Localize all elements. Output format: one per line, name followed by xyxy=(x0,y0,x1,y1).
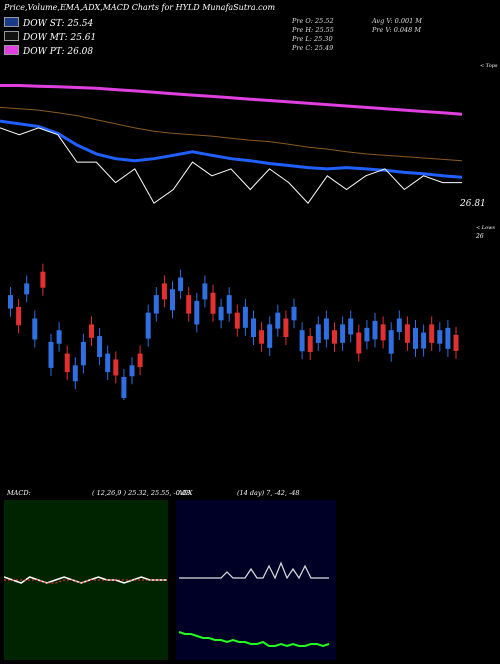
candle-body xyxy=(404,324,410,343)
candle-body xyxy=(226,295,232,314)
candle-body xyxy=(170,289,175,311)
legend-item-dow-st: DOW ST: 25.54 xyxy=(4,17,93,29)
candle-body xyxy=(372,320,378,340)
candle-body xyxy=(145,312,151,339)
tops-label: < Tops xyxy=(480,63,498,69)
candle-body xyxy=(194,300,200,325)
candle-body xyxy=(356,332,362,354)
price-label-main: 26.81 xyxy=(460,199,486,209)
candle-body xyxy=(348,318,354,335)
legend-item-dow-mt: DOW MT: 25.61 xyxy=(4,31,96,43)
macd-label: MACD: xyxy=(7,489,31,497)
candle-body xyxy=(259,330,265,344)
candle-body xyxy=(332,330,337,344)
candle-body xyxy=(129,365,135,377)
candle-body xyxy=(218,306,224,321)
quote-open: Pre O: 25.52 xyxy=(292,17,334,25)
candle-body xyxy=(16,306,22,326)
candle-body xyxy=(186,295,192,314)
adx-chart xyxy=(178,561,330,648)
candle-body xyxy=(429,324,435,343)
candle-body xyxy=(161,283,167,300)
candle-body xyxy=(113,359,119,376)
candle-body xyxy=(396,318,402,332)
candle-body xyxy=(178,277,184,292)
candle-body xyxy=(121,377,127,398)
macd-panel xyxy=(3,500,168,660)
chart-title: Price,Volume,EMA,ADX,MACD Charts for HYL… xyxy=(4,3,276,12)
candle-body xyxy=(307,336,313,353)
candle-body xyxy=(24,283,30,295)
candle-body xyxy=(388,330,394,354)
ema-series-line xyxy=(0,106,463,162)
legend-swatch-pt xyxy=(4,45,19,55)
candle-body xyxy=(315,324,321,343)
adx-params: (14 day) 7, -42, -48 xyxy=(237,489,300,497)
candle-body xyxy=(56,330,62,344)
ema-series-line xyxy=(0,127,462,204)
candle-body xyxy=(234,312,240,329)
candle-body xyxy=(153,295,159,314)
candle-body xyxy=(202,283,208,300)
quote-close: Pre C: 25.49 xyxy=(292,44,334,52)
candle-body xyxy=(299,330,305,352)
legend-label-st: DOW ST: 25.54 xyxy=(23,19,94,29)
legend-swatch-st xyxy=(4,17,19,27)
ema-series-line xyxy=(0,84,463,116)
candle-chart xyxy=(8,263,459,400)
candle-body xyxy=(323,318,329,340)
legend-label-mt: DOW MT: 25.61 xyxy=(23,33,97,43)
adx-line xyxy=(179,561,329,580)
legend-swatch-mt xyxy=(4,31,19,41)
lows-label: < Lows xyxy=(476,225,495,231)
candle-body xyxy=(105,353,111,373)
candle-body xyxy=(242,306,248,328)
candle-body xyxy=(267,324,273,348)
candle-body xyxy=(364,327,370,342)
candle-body xyxy=(445,327,451,349)
candle-body xyxy=(32,318,38,340)
candle-body xyxy=(40,271,46,288)
quote-high: Pre H: 25.55 xyxy=(292,26,334,34)
quote-low: Pre L: 25.30 xyxy=(292,35,333,43)
candle-body xyxy=(283,318,289,337)
candle-body xyxy=(64,353,70,373)
quote-avg-volume: Avg V: 0.001 M xyxy=(372,17,422,25)
candle-body xyxy=(72,365,78,382)
candle-body xyxy=(275,312,281,329)
legend-label-pt: DOW PT: 26.08 xyxy=(23,47,94,57)
candle-body xyxy=(437,330,443,344)
adx-label: ADX xyxy=(178,489,193,497)
candle-body xyxy=(251,318,256,337)
candle-body xyxy=(453,334,459,351)
legend-item-dow-pt: DOW PT: 26.08 xyxy=(4,45,93,57)
candle-body xyxy=(210,292,216,314)
candle-body xyxy=(340,324,346,343)
candle-body xyxy=(421,332,427,349)
candle-body xyxy=(413,327,418,349)
di-line xyxy=(178,631,330,648)
quote-pre-volume: Pre V: 0.048 M xyxy=(372,26,422,34)
macd-line xyxy=(4,579,167,584)
candle-body xyxy=(80,341,86,366)
ema-chart xyxy=(0,84,463,204)
macd-chart xyxy=(3,576,167,584)
candle-body xyxy=(97,336,103,358)
price-label-candle: 26 xyxy=(476,233,484,240)
candle-body xyxy=(48,341,54,368)
ema-series-line xyxy=(0,119,463,179)
adx-panel xyxy=(176,500,336,660)
candle-body xyxy=(8,295,13,309)
candle-body xyxy=(291,306,297,321)
candle-body xyxy=(89,324,94,338)
candle-body xyxy=(137,353,143,368)
macd-params: ( 12,26,9 ) 25.32, 25.55, -0.03 xyxy=(92,489,191,497)
candle-body xyxy=(380,324,386,341)
macd-line xyxy=(3,576,167,584)
